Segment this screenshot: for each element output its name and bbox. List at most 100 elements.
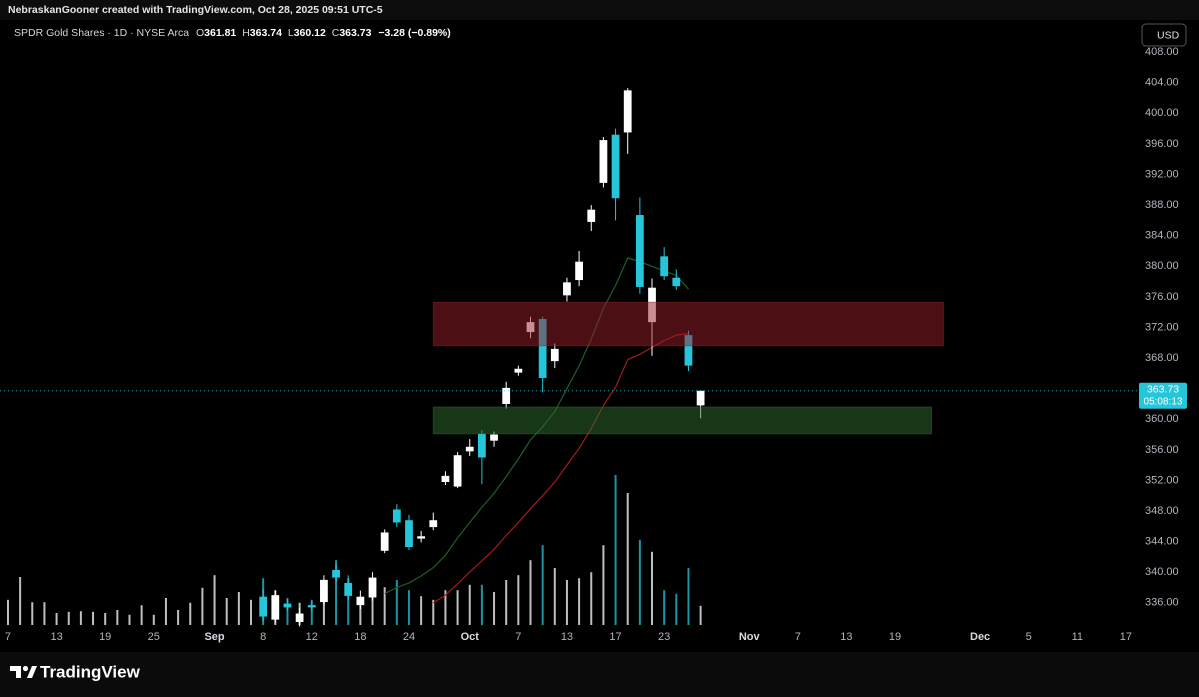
volume-bar xyxy=(19,577,22,625)
candle-body xyxy=(611,134,620,199)
y-tick-label: 352.00 xyxy=(1145,474,1179,486)
candle-body xyxy=(453,455,462,487)
price-zone xyxy=(432,406,932,435)
y-tick-label: 376.00 xyxy=(1145,291,1179,303)
volume-bar xyxy=(602,545,605,625)
volume-bar xyxy=(444,590,447,625)
volume-bar xyxy=(493,592,496,625)
volume-bar xyxy=(359,599,362,625)
candle-body xyxy=(696,390,705,406)
volume-bar xyxy=(104,613,107,625)
candle-body xyxy=(684,335,693,366)
x-tick-label: 17 xyxy=(609,631,621,643)
volume-bar xyxy=(565,580,568,625)
ohlc-label: C xyxy=(332,27,340,39)
volume-bar xyxy=(651,551,654,625)
y-tick-label: 400.00 xyxy=(1145,107,1179,119)
currency-label[interactable]: USD xyxy=(1157,29,1180,41)
candle-body xyxy=(417,536,426,539)
x-tick-label: 13 xyxy=(50,631,62,643)
x-tick-label: 8 xyxy=(260,631,266,643)
y-tick-label: 344.00 xyxy=(1145,536,1179,548)
volume-bar xyxy=(517,575,520,625)
moving-average-line xyxy=(432,333,689,604)
candle-body xyxy=(514,368,523,373)
volume-bar xyxy=(140,605,143,625)
close-value: 363.73 xyxy=(339,27,371,39)
x-tick-label: Oct xyxy=(461,631,480,643)
ohlc-label: L xyxy=(288,27,294,39)
y-tick-label: 340.00 xyxy=(1145,566,1179,578)
volume-bar xyxy=(663,590,666,625)
volume-bar xyxy=(322,592,325,625)
volume-bar xyxy=(687,568,690,625)
volume-bar xyxy=(626,493,629,625)
volume-bar xyxy=(201,587,204,625)
volume-bar xyxy=(92,611,95,625)
volume-bar xyxy=(614,475,617,625)
x-tick-label: 5 xyxy=(1026,631,1032,643)
x-tick-label: 11 xyxy=(1072,631,1083,643)
candle-body xyxy=(259,596,268,617)
candle-body xyxy=(538,319,547,378)
x-tick-label: 23 xyxy=(658,631,670,643)
candle-body xyxy=(635,215,644,287)
volume-bar xyxy=(432,599,435,625)
plot-area: 336.00 340.00 344.00 348.00 352.00 356.00 360.… xyxy=(0,46,1187,643)
volume-bar xyxy=(225,598,228,625)
last-price-box xyxy=(1139,382,1187,409)
currency-button[interactable]: USD xyxy=(1141,23,1187,47)
candle-body xyxy=(441,475,450,482)
volume-bar xyxy=(420,596,423,625)
x-tick-label: 24 xyxy=(403,631,415,643)
volume-bar xyxy=(541,545,544,625)
volume-bar xyxy=(468,584,471,625)
x-tick-label: 19 xyxy=(889,631,901,643)
candle-body xyxy=(502,387,511,404)
y-tick-label: 348.00 xyxy=(1145,505,1179,517)
candle-body xyxy=(356,596,365,606)
volume-bar xyxy=(237,592,240,625)
volume-bar xyxy=(189,602,192,625)
logo-part xyxy=(10,666,21,678)
volume-bar xyxy=(128,614,131,625)
low-value: 360.12 xyxy=(294,27,326,39)
x-tick-label: 13 xyxy=(840,631,852,643)
y-tick-label: 388.00 xyxy=(1145,199,1179,211)
volume-bar xyxy=(335,560,338,625)
volume-bar xyxy=(578,578,581,625)
candle-body xyxy=(392,509,401,523)
volume-bar xyxy=(699,605,702,625)
brand-name: TradingView xyxy=(40,662,141,681)
volume-bar xyxy=(310,599,313,625)
candle-body xyxy=(307,605,316,608)
y-tick-label: 392.00 xyxy=(1145,168,1179,180)
volume-bar xyxy=(383,587,386,625)
candle-body xyxy=(490,434,498,441)
candle-body xyxy=(271,595,280,620)
y-tick-label: 396.00 xyxy=(1145,138,1179,150)
volume-bar xyxy=(675,593,678,625)
candle-body xyxy=(623,90,632,133)
footer-bar xyxy=(0,652,1199,697)
candle-body xyxy=(368,577,377,598)
symbol-title: SPDR Gold Shares · 1D · NYSE Arca xyxy=(14,27,189,39)
volume-bar xyxy=(55,613,58,625)
change-value: −3.28 (−0.89%) xyxy=(378,27,450,39)
header-bar xyxy=(0,0,1199,20)
brand-logo xyxy=(10,665,37,678)
currency-button-frame[interactable] xyxy=(1141,23,1187,47)
volume-bar xyxy=(395,580,398,625)
volume-bar xyxy=(43,602,46,625)
created-by: NebraskanGooner created with TradingView… xyxy=(8,4,383,16)
candle-body xyxy=(478,433,486,458)
y-tick-label: 336.00 xyxy=(1145,597,1179,609)
candle-body xyxy=(575,261,583,281)
volume-bar xyxy=(286,598,289,625)
candle-body xyxy=(405,520,413,547)
countdown-label: 05:08:13 xyxy=(1144,396,1183,407)
volume-bar xyxy=(407,590,410,625)
volume-bar xyxy=(152,614,155,625)
candle-body xyxy=(429,520,438,528)
volume-bar xyxy=(116,610,119,625)
